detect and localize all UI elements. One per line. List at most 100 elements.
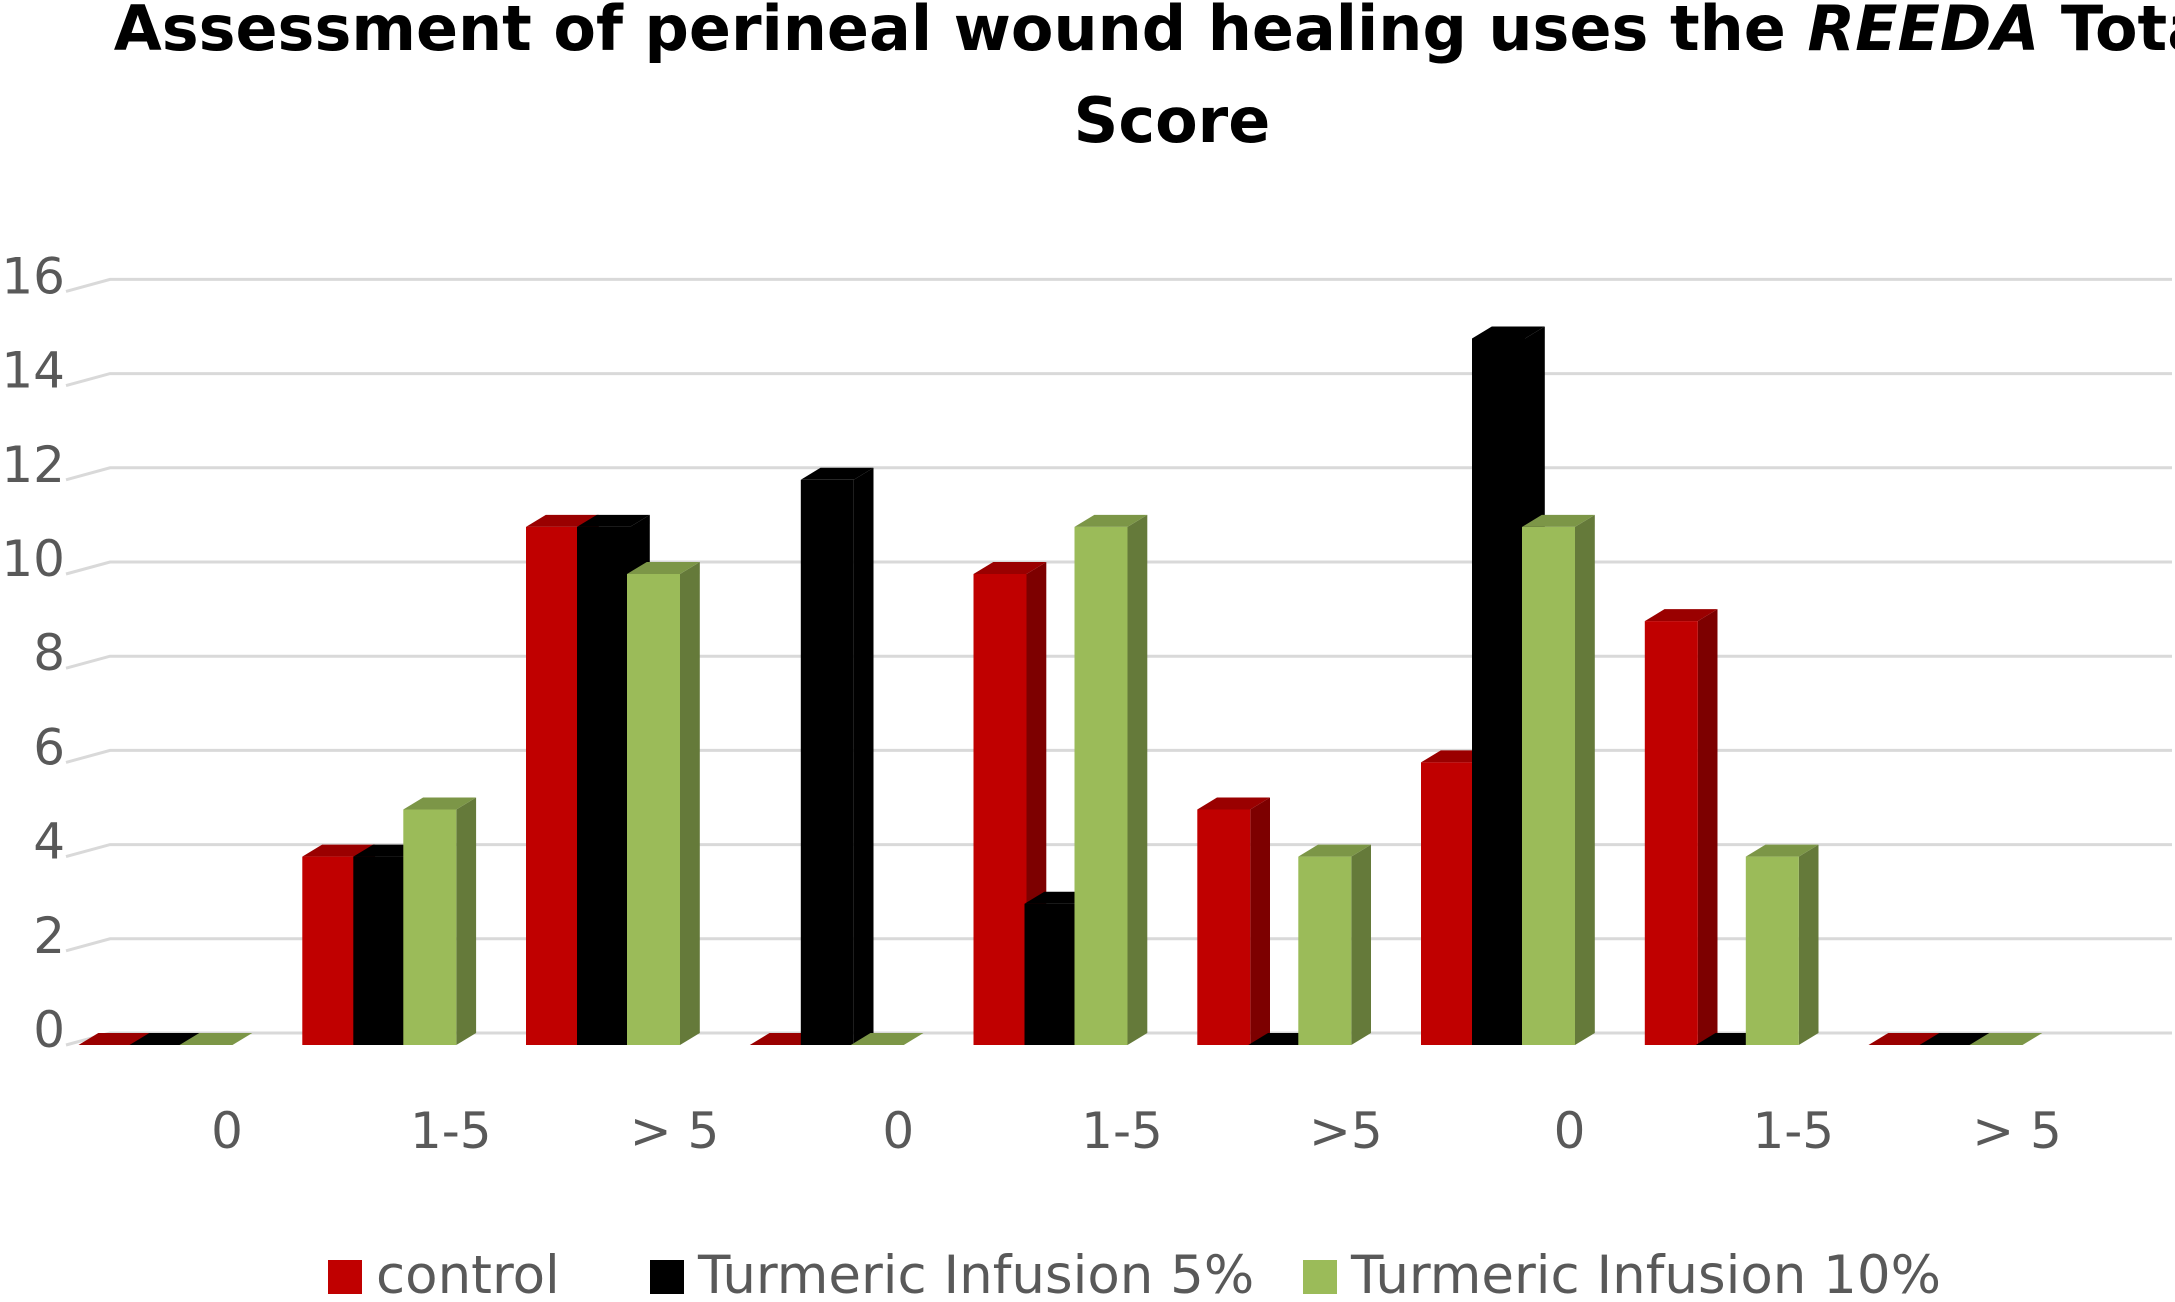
bar-front — [627, 574, 680, 1045]
bar — [1745, 844, 1819, 1045]
x-tick-label: 1-5 — [1752, 1102, 1834, 1160]
bar — [78, 1033, 152, 1045]
x-tick-label: 1-5 — [410, 1102, 492, 1160]
x-tick-label: > 5 — [630, 1102, 720, 1160]
bar-front — [403, 809, 457, 1045]
bar — [800, 467, 874, 1045]
bar-front — [1421, 762, 1474, 1045]
gridline — [65, 372, 2172, 388]
y-tick-label: 0 — [33, 1001, 65, 1059]
bar — [1522, 514, 1595, 1045]
legend-label: Turmeric Infusion 10% — [1350, 1245, 1941, 1302]
chart-title-part-3: Total — [2039, 0, 2175, 65]
y-tick-label: 14 — [1, 342, 65, 400]
bar — [403, 797, 477, 1045]
bar — [1298, 844, 1371, 1045]
bar-front — [1074, 526, 1128, 1045]
bar — [1868, 1033, 1942, 1045]
chart-title-line-2: Score — [1074, 84, 1271, 157]
y-tick-label: 6 — [33, 718, 65, 776]
gridlines — [65, 277, 2172, 1047]
bar-top — [800, 467, 874, 480]
x-tick-label: 0 — [882, 1102, 914, 1160]
bar-side — [456, 797, 477, 1045]
bar-top — [78, 1033, 152, 1045]
y-axis-ticks: 0 2 4 6 8 10 12 14 16 — [1, 247, 65, 1059]
bar-top — [1197, 797, 1270, 810]
bars — [78, 326, 2043, 1045]
bar-top — [627, 562, 700, 574]
bar-front — [800, 479, 854, 1045]
y-tick-label: 8 — [33, 624, 65, 682]
bar-front — [1644, 621, 1698, 1045]
bar-top — [1969, 1033, 2043, 1045]
bar — [1969, 1033, 2043, 1045]
bar-top — [577, 514, 650, 527]
bar-top — [302, 844, 376, 857]
bar-front — [1522, 526, 1575, 1045]
bar — [627, 562, 700, 1045]
y-tick-label: 10 — [1, 530, 65, 588]
bar — [1919, 1033, 1993, 1045]
bar-front — [1745, 856, 1799, 1045]
bar-side — [1250, 797, 1270, 1045]
bar-side — [1575, 514, 1595, 1045]
bar-top — [179, 1033, 253, 1045]
legend-label: Turmeric Infusion 5% — [697, 1245, 1254, 1302]
y-tick-label: 4 — [33, 813, 65, 871]
legend-item: Turmeric Infusion 5% — [650, 1245, 1254, 1302]
x-tick-label: >5 — [1309, 1102, 1383, 1160]
x-axis-ticks: 0 1-5 > 5 0 1-5 >5 0 1-5 > 5 — [211, 1102, 2062, 1160]
bar — [129, 1033, 203, 1045]
bar-top — [1644, 609, 1718, 622]
chart-title-part-2: REEDA — [1807, 0, 2039, 65]
bar-top — [526, 514, 599, 527]
legend-label: control — [376, 1245, 560, 1302]
bar-side — [1351, 844, 1371, 1045]
x-tick-label: 0 — [211, 1102, 243, 1160]
chart-title-part-1: Assessment of perineal wound healing use… — [114, 0, 1808, 65]
bar-top — [1745, 844, 1819, 857]
bar — [179, 1033, 253, 1045]
bar-front — [973, 574, 1027, 1045]
y-tick-label: 12 — [1, 436, 65, 494]
bar-top — [973, 562, 1047, 574]
bar-front — [1024, 903, 1078, 1045]
x-tick-label: > 5 — [1972, 1102, 2062, 1160]
gridline — [65, 466, 2172, 482]
legend-swatch — [328, 1260, 362, 1294]
bar-front — [1298, 856, 1352, 1045]
bar-top — [1868, 1033, 1942, 1045]
bar-top — [1472, 326, 1545, 339]
chart-title-line-1: Assessment of perineal wound healing use… — [114, 0, 2175, 65]
bar — [850, 1033, 924, 1045]
y-tick-label: 2 — [33, 907, 65, 965]
bar-side — [1697, 609, 1718, 1045]
bar-top — [1522, 514, 1595, 527]
bar-top — [403, 797, 477, 810]
legend-item: control — [328, 1245, 560, 1302]
bar-front — [577, 526, 630, 1045]
bar-top — [1298, 844, 1371, 857]
bar-front — [526, 526, 579, 1045]
bar-front — [353, 856, 407, 1045]
bar-side — [1798, 844, 1819, 1045]
bar-side — [853, 467, 874, 1045]
bar-front — [1472, 338, 1525, 1045]
legend-swatch — [1303, 1260, 1337, 1294]
bar — [1644, 609, 1718, 1045]
legend-item: Turmeric Infusion 10% — [1303, 1245, 1941, 1302]
x-tick-label: 1-5 — [1081, 1102, 1163, 1160]
legend: control Turmeric Infusion 5% Turmeric Infu… — [328, 1245, 1941, 1302]
legend-swatch — [650, 1260, 684, 1294]
x-tick-label: 0 — [1554, 1102, 1586, 1160]
gridline — [65, 277, 2172, 293]
bar — [1074, 514, 1148, 1045]
bar-top — [850, 1033, 924, 1045]
bar — [1197, 797, 1270, 1045]
bar-front — [1197, 809, 1251, 1045]
bar-side — [680, 562, 700, 1045]
bar-front — [302, 856, 356, 1045]
bar-top — [129, 1033, 203, 1045]
